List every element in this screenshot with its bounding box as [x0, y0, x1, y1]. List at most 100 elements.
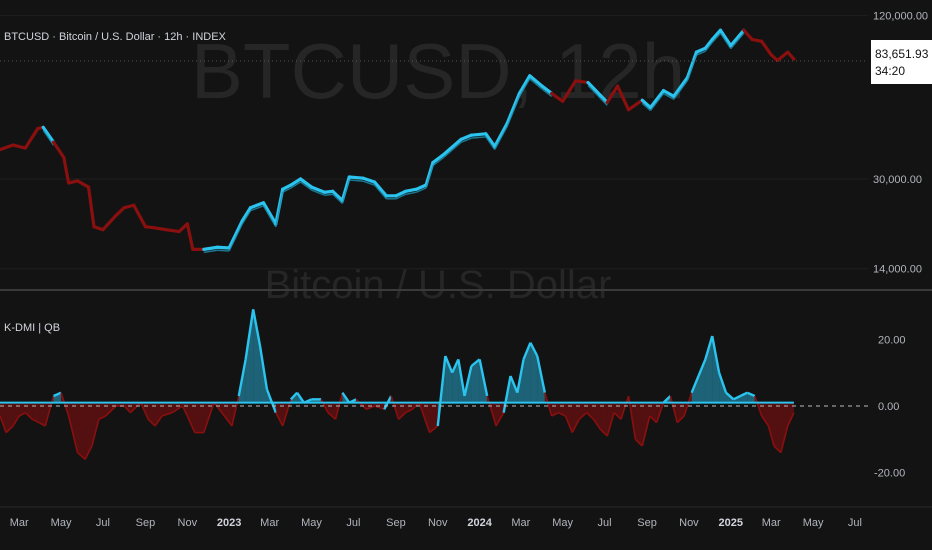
oscillator-line-segment: [586, 412, 595, 420]
time-tick-label: Nov: [178, 517, 198, 529]
oscillator-line-segment: [31, 418, 40, 424]
price-segment: [528, 74, 544, 88]
price-segment: [729, 28, 746, 48]
oscillator-line-segment: [38, 421, 46, 427]
price-band-segment: [641, 102, 651, 112]
oscillator-line-segment: [767, 425, 775, 447]
oscillator-line-segment: [398, 412, 407, 420]
oscillator-line-segment: [91, 419, 100, 447]
oscillator-area-segment: [471, 359, 480, 403]
price-segment: [62, 155, 71, 185]
price-band-segment: [275, 192, 284, 227]
oscillator-area-segment: [712, 336, 720, 403]
price-segment: [164, 228, 181, 234]
oscillator-line-segment: [181, 405, 189, 417]
oscillator-area-segment: [768, 402, 774, 446]
price-segment: [240, 206, 253, 223]
price-band-segment: [341, 179, 350, 204]
oscillator-area-segment: [25, 402, 33, 420]
price-axis[interactable]: 120,000.00 30,000.00 14,000.00: [873, 11, 928, 276]
price-tick-label: 14,000.00: [873, 264, 922, 276]
oscillator-line-segment: [786, 412, 795, 427]
oscillator-line-segment: [613, 412, 622, 420]
price-segment: [431, 152, 446, 165]
oscillator-area-segment: [579, 402, 587, 420]
oscillator-line-segment: [84, 445, 93, 460]
price-band-segment: [241, 210, 252, 225]
price-tick-label: 30,000.00: [873, 174, 922, 186]
oscillator-line-segment: [544, 392, 553, 417]
oscillator-line-segment: [516, 359, 525, 393]
oscillator-line-segment: [265, 388, 277, 414]
indicator-label[interactable]: K-DMI | QB: [4, 322, 60, 334]
price-segment: [760, 39, 773, 57]
oscillator-area-segment: [787, 402, 794, 426]
oscillator-area-segment: [398, 402, 406, 420]
oscillator-area-segment: [6, 402, 14, 433]
oscillator-line-segment: [669, 395, 679, 423]
symbol-header[interactable]: BTCUSD · Bitcoin / U.S. Dollar · 12h · I…: [4, 31, 227, 43]
price-segment: [202, 245, 220, 251]
time-tick-label: Jul: [848, 517, 862, 529]
oscillator-line-segment: [12, 415, 20, 427]
oscillator-axis[interactable]: 20.00 0.00 -20.00: [874, 334, 906, 479]
oscillator-line-segment: [746, 391, 756, 398]
oscillator-area-segment: [245, 309, 254, 403]
price-band-segment: [203, 249, 218, 254]
oscillator-line-segment: [320, 398, 329, 414]
price-band-segment: [282, 187, 292, 193]
price-segment: [605, 84, 620, 104]
oscillator-line-segment: [296, 391, 305, 404]
oscillator-area-segment: [747, 392, 755, 403]
oscillator-line-segment: [760, 415, 770, 427]
oscillator-line-segment: [60, 392, 70, 417]
price-tick-label: 120,000.00: [873, 11, 928, 23]
oscillator-area-segment: [572, 402, 580, 433]
oscillator-line-segment: [773, 445, 782, 454]
oscillator-area-segment: [77, 402, 86, 460]
oscillator-area-segment: [705, 336, 713, 403]
price-segment: [540, 84, 554, 96]
oscillator-line-segment: [405, 408, 413, 414]
price-band-segment: [405, 191, 417, 196]
price-band-segment: [494, 126, 508, 150]
oscillator-area-segment: [85, 402, 92, 460]
price-grid: [0, 15, 868, 270]
price-band-segment: [587, 85, 601, 99]
time-tick-label: Sep: [637, 517, 657, 529]
price-segment: [505, 91, 522, 126]
oscillator-series: [0, 309, 795, 460]
oscillator-tick-label: -20.00: [874, 468, 905, 480]
price-segment: [615, 84, 631, 112]
oscillator-area-segment: [253, 309, 261, 403]
oscillator-area-segment: [91, 402, 99, 446]
oscillator-line-segment: [717, 372, 728, 394]
oscillator-area-segment: [224, 402, 232, 426]
time-axis[interactable]: Mar May Jul Sep Nov 2023 Mar May Jul Sep Nov 2024 Ma…: [0, 506, 932, 529]
time-tick-label: Mar: [260, 517, 279, 529]
oscillator-line-segment: [739, 391, 748, 398]
oscillator-line-segment: [486, 395, 497, 427]
oscillator-line-segment: [129, 402, 142, 414]
oscillator-line-segment: [98, 415, 107, 421]
oscillator-area-segment: [740, 392, 748, 403]
watermark-title: BTCUSD, 12h: [191, 27, 685, 115]
oscillator-line-segment: [341, 391, 351, 404]
price-segment: [672, 75, 690, 98]
price-band-segment: [374, 184, 387, 200]
oscillator-line-segment: [67, 415, 79, 453]
price-band-segment: [599, 97, 608, 106]
oscillator-line-segment: [186, 415, 196, 433]
price-band-segment: [290, 181, 301, 189]
price-segment: [0, 143, 15, 152]
oscillator-line-segment: [5, 425, 14, 434]
oscillator-line-segment: [444, 355, 454, 374]
price-badge-price: 83,651.93: [875, 47, 929, 61]
price-segment: [394, 189, 408, 198]
oscillator-line-segment: [558, 411, 566, 417]
price-segment: [694, 46, 707, 54]
oscillator-area-segment: [530, 342, 538, 403]
price-band-segment: [416, 187, 427, 193]
oscillator-line-segment: [244, 309, 255, 360]
